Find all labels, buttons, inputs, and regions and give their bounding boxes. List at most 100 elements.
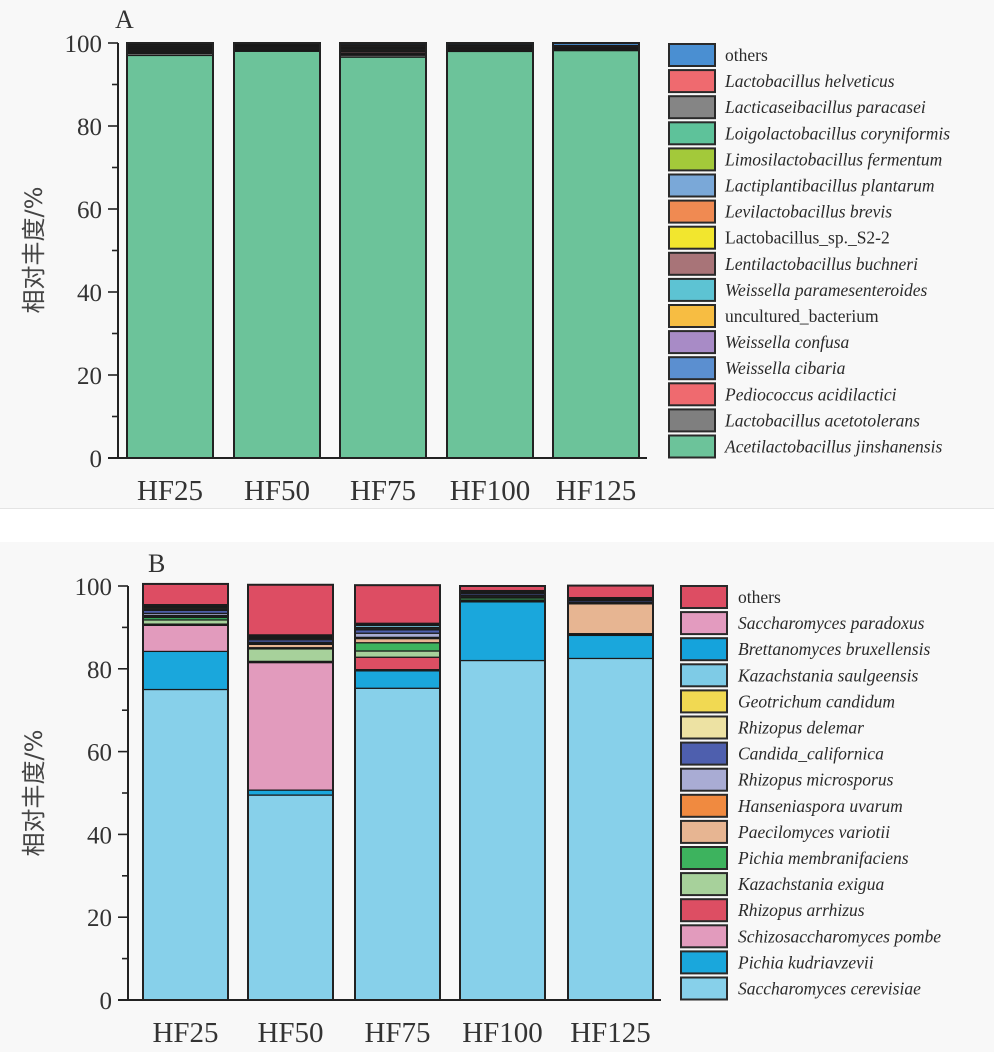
legend-item: Weissella paramesenteroides	[668, 277, 928, 302]
legend-label: uncultured_bacterium	[725, 306, 879, 326]
legend-swatch	[668, 43, 716, 67]
legend-item: Pichia membranifaciens	[680, 846, 909, 870]
bar-segment	[142, 688, 229, 1001]
legend-label: others	[725, 45, 768, 65]
bar-stack-hf50	[247, 583, 334, 1001]
legend-label: Lactobacillus acetotolerans	[724, 410, 920, 430]
x-tick-label: HF75	[350, 475, 416, 507]
bar-segment	[142, 619, 229, 625]
legend-a: others Lactobacillus helveticus Lacticasei…	[668, 43, 950, 459]
y-axis-title-b: 相对丰度/%	[20, 730, 48, 857]
legend-label: Geotrichum candidum	[738, 691, 895, 711]
legend-swatch	[680, 819, 728, 844]
x-axis-labels-b: HF25 HF50 HF75 HF100 HF125	[152, 1017, 650, 1049]
bar-segment	[354, 637, 441, 644]
legend-item: Lactiplantibacillus plantarum	[668, 173, 935, 198]
legend-item: Pediococcus acidilactici	[668, 382, 897, 407]
bar-stack-hf75	[354, 584, 441, 1001]
y-tick-label: 0	[90, 446, 103, 473]
legend-label: Schizosaccharomyces pombe	[738, 926, 941, 946]
legend-label: Brettanomyces bruxellensis	[738, 639, 930, 659]
legend-item: Brettanomyces bruxellensis	[680, 637, 930, 662]
legend-label: Lactobacillus_sp._S2-2	[725, 228, 890, 248]
bar-segment	[354, 632, 441, 638]
legend-label: Weissella cibaria	[725, 358, 846, 378]
x-tick-label: HF25	[137, 475, 203, 507]
legend-label: Lentilactobacillus buchneri	[724, 254, 918, 274]
legend-swatch	[668, 277, 716, 302]
legend-label: Kazachstania exigua	[737, 874, 885, 894]
legend-swatch	[680, 741, 728, 766]
bar-segment	[142, 624, 229, 653]
bar-segment	[247, 661, 334, 791]
bar-stack-hf100	[459, 585, 546, 1001]
legend-item: Kazachstania exigua	[680, 872, 885, 897]
x-tick-label: HF100	[450, 475, 531, 507]
legend-label: Hanseniaspora uvarum	[737, 796, 903, 816]
legend-label: others	[738, 587, 781, 607]
x-axis-labels-a: HF25 HF50 HF75 HF100 HF125	[137, 475, 636, 507]
legend-swatch	[680, 898, 728, 923]
legend-item: Lentilactobacillus buchneri	[668, 251, 918, 276]
bar-segment	[552, 49, 640, 459]
bar-segment	[354, 656, 441, 671]
legend-item: Hanseniaspora uvarum	[680, 793, 903, 818]
legend-swatch	[680, 976, 728, 1001]
legend-item: Rhizopus microsporus	[680, 767, 894, 792]
legend-item: Acetilactobacillus jinshanensis	[668, 434, 942, 459]
panel-letter-b: B	[148, 549, 165, 578]
legend-item: Rhizopus delemar	[680, 715, 864, 740]
legend-item: Candida_californica	[680, 741, 884, 766]
legend-item: Lacticaseibacillus paracasei	[668, 95, 926, 120]
legend-item: Weissella confusa	[668, 330, 850, 355]
legend-item: Limosilactobacillus fermentum	[668, 147, 942, 172]
legend-swatch	[680, 637, 728, 662]
bar-segment	[354, 642, 441, 652]
legend-swatch	[680, 793, 728, 818]
bar-segment	[354, 584, 441, 624]
bar-stack-hf25	[126, 42, 214, 459]
y-tick-label: 60	[87, 740, 112, 767]
y-axis-title-a: 相对丰度/%	[20, 187, 48, 314]
y-tick-label: 20	[77, 363, 102, 390]
legend-swatch	[668, 356, 716, 381]
legend-item: Lactobacillus helveticus	[668, 69, 895, 94]
x-tick-label: HF125	[556, 475, 637, 507]
legend-label: Limosilactobacillus fermentum	[724, 149, 942, 169]
legend-item: uncultured_bacterium	[668, 304, 879, 328]
legend-item: Weissella cibaria	[668, 356, 846, 381]
legend-swatch	[680, 611, 728, 636]
bar-stack-hf125	[567, 584, 654, 1001]
bars-b	[142, 582, 654, 1001]
legend-swatch	[668, 199, 716, 224]
legend-item: Schizosaccharomyces pombe	[680, 924, 941, 949]
legend-label: Candida_californica	[738, 744, 884, 764]
legend-label: Lacticaseibacillus paracasei	[724, 97, 926, 117]
legend-item: Kazachstania saulgeensis	[680, 663, 919, 688]
bar-segment	[354, 670, 441, 689]
bar-segment	[247, 584, 334, 636]
legend-item: Saccharomyces cerevisiae	[680, 976, 921, 1001]
legend-label: Acetilactobacillus jinshanensis	[724, 437, 942, 457]
legend-swatch	[668, 382, 716, 407]
legend-swatch	[668, 251, 716, 276]
legend-label: Loigolactobacillus coryniformis	[724, 123, 950, 143]
bar-stack-hf100	[446, 42, 534, 459]
legend-item: Lactobacillus acetotolerans	[668, 408, 920, 433]
bar-stack-hf125	[552, 42, 640, 459]
bar-segment	[567, 634, 654, 660]
x-tick-label: HF75	[364, 1017, 430, 1049]
legend-label: Rhizopus delemar	[737, 718, 864, 738]
legend-label: Paecilomyces variotii	[737, 822, 890, 842]
legend-label: Lactobacillus helveticus	[724, 71, 895, 91]
bar-segment	[126, 54, 214, 459]
bar-segment	[339, 56, 427, 459]
legend-item: others	[680, 585, 781, 609]
y-tick-label: 40	[77, 280, 102, 307]
legend-label: Rhizopus arrhizus	[737, 900, 865, 920]
x-tick-label: HF125	[570, 1017, 651, 1049]
y-tick-label: 100	[65, 31, 103, 58]
legend-swatch	[680, 924, 728, 949]
bar-stack-hf25	[142, 582, 229, 1001]
bar-segment	[567, 584, 654, 599]
